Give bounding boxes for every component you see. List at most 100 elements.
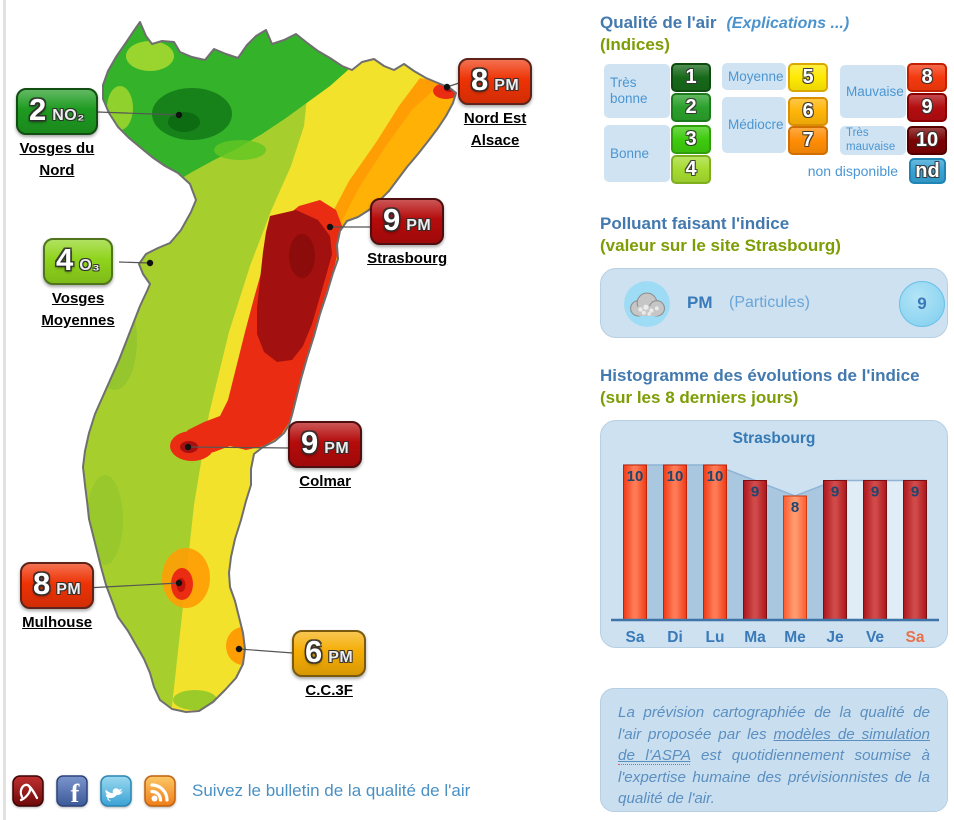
station-label-cc3f[interactable]: C.C.3F [305, 682, 353, 699]
station-label-mulhouse[interactable]: Mulhouse [22, 614, 93, 631]
pdf-icon[interactable] [12, 775, 44, 807]
station-pointer-lines [85, 82, 460, 654]
station-colmar: 9 PM Colmar [288, 421, 363, 490]
station-dot-vosges-moyennes [146, 259, 154, 267]
legend-label-6: non disponible [807, 163, 898, 180]
station-pollutant: PM [324, 440, 350, 457]
station-dot-vosges-du-nord [175, 111, 183, 119]
bar-Sa-10 [623, 464, 647, 621]
day-label-6: Ve [866, 629, 884, 646]
station-vosges-du-nord: 2 NO₂ Vosges du Nord [16, 88, 98, 179]
disclaimer-box: La prévision cartographiée de la qualité… [600, 688, 948, 812]
station-mulhouse: 8 PM Mulhouse [20, 562, 95, 631]
station-label-nord-est-alsace[interactable]: Nord Est Alsace [463, 110, 527, 149]
legend-label-2: Moyenne [722, 63, 786, 90]
explanations-link[interactable]: (Explications ...) [726, 15, 850, 32]
histogram-subheading: (sur les 8 derniers jours) [600, 388, 799, 407]
station-badge-nord-est-alsace[interactable]: 8 PM [458, 58, 533, 105]
bar-Ve-9 [863, 480, 887, 621]
day-label-4: Me [784, 629, 806, 646]
day-label-5: Je [826, 629, 844, 646]
bar-Sa-9 [903, 480, 927, 621]
station-label-vosges-moyennes[interactable]: Vosges Moyennes [41, 290, 115, 329]
index-history-chart: 10 10 10 9 8 9 9 9 Sa Di Lu Ma Me Je Ve Sa [611, 464, 939, 646]
legend-index-6: 6 [788, 97, 828, 126]
station-label-strasbourg[interactable]: Strasbourg [367, 250, 448, 267]
bar-value-label: 9 [871, 484, 879, 501]
day-label-1: Di [667, 629, 683, 646]
region-border [82, 21, 457, 713]
bar-value-label: 8 [791, 499, 799, 516]
legend-heading: Qualité de l'air (Explications ...) [600, 13, 849, 33]
legend-subtitle: (Indices) [600, 35, 670, 54]
station-badge-mulhouse[interactable]: 8 PM [20, 562, 95, 609]
twitter-icon[interactable] [100, 775, 132, 807]
station-pollutant: O₃ [79, 257, 101, 274]
legend-label-4: Mauvaise [840, 65, 906, 118]
pollutant-heading: Polluant faisant l'indice [600, 214, 790, 233]
legend-index-nd: nd [909, 158, 946, 184]
station-dot-strasbourg [326, 223, 334, 231]
station-index-value: 2 [29, 92, 47, 127]
legend-index-8: 8 [907, 63, 947, 92]
station-badge-vosges-moyennes[interactable]: 4 O₃ [43, 238, 114, 285]
bar-value-label: 10 [667, 468, 684, 485]
station-label-vosges-du-nord[interactable]: Vosges du Nord [19, 140, 95, 179]
legend-index-2: 2 [671, 93, 711, 122]
station-pollutant: PM [494, 77, 520, 94]
day-label-7: Sa [906, 629, 925, 646]
station-pollutant: PM [406, 217, 432, 234]
station-index-value: 6 [305, 634, 323, 669]
pollutant-code: PM [687, 293, 713, 312]
legend-index-1: 1 [671, 63, 711, 92]
station-label-colmar[interactable]: Colmar [299, 473, 351, 490]
bar-value-label: 9 [751, 484, 759, 501]
bar-Ma-9 [743, 480, 767, 621]
pollutant-name: (Particules) [729, 294, 810, 311]
bar-Di-10 [663, 464, 687, 621]
legend-label-5: Très mauvaise [840, 126, 906, 155]
bar-value-label: 10 [707, 468, 724, 485]
bar-value-label: 9 [831, 484, 839, 501]
station-pollutant: NO₂ [52, 107, 85, 124]
facebook-icon[interactable]: f [56, 775, 88, 807]
pointer-line-cc3f [238, 648, 294, 654]
aspa-link[interactable]: de l'ASPA [618, 747, 691, 766]
station-index-value: 8 [471, 62, 489, 97]
station-vosges-moyennes: 4 O₃ Vosges Moyennes [41, 238, 115, 329]
station-badge-cc3f[interactable]: 6 PM [292, 630, 367, 677]
day-label-0: Sa [626, 629, 645, 646]
particles-cloud-icon [624, 281, 670, 327]
legend-label-0: Très bonne [604, 64, 670, 118]
station-badge-vosges-du-nord[interactable]: 2 NO₂ [16, 88, 98, 135]
bar-Je-9 [823, 480, 847, 621]
station-cc3f: 6 PM C.C.3F [292, 630, 367, 699]
station-dot-colmar [184, 443, 192, 451]
histogram-heading: Histogramme des évolutions de l'indice [600, 366, 920, 385]
footer: f Suivez le bulletin de la qualité de l'… [12, 775, 470, 807]
rss-icon[interactable] [144, 775, 176, 807]
simulation-models-link[interactable]: modèles de simulation [773, 725, 931, 743]
disclaimer-text-after: est quotidiennement soumise à l'expertis… [618, 747, 930, 808]
station-index-value: 9 [301, 425, 319, 460]
station-dot-nord-est-alsace [443, 83, 451, 91]
station-dot-mulhouse [175, 579, 183, 587]
pollutant-index-value: 9 [899, 281, 945, 327]
station-badge-colmar[interactable]: 9 PM [288, 421, 363, 468]
legend-index-7: 7 [788, 126, 828, 155]
station-strasbourg: 9 PM Strasbourg [367, 198, 447, 267]
legend-index-10: 10 [907, 126, 947, 155]
day-label-3: Ma [744, 629, 766, 646]
bar-value-label: 10 [627, 468, 644, 485]
histogram-panel: Strasbourg 10 10 10 9 8 9 9 9 Sa Di Lu Ma Me Je Ve Sa [600, 420, 948, 648]
legend-label-3: Médiocre [722, 97, 786, 153]
legend-title: Qualité de l'air [600, 13, 717, 32]
footer-text: Suivez le bulletin de la qualité de l'ai… [192, 781, 471, 800]
station-nord-est-alsace: 8 PM Nord Est Alsace [458, 58, 533, 149]
page-edge-line [3, 0, 6, 820]
station-pollutant: PM [328, 649, 354, 666]
legend-index-9: 9 [907, 93, 947, 122]
station-badge-strasbourg[interactable]: 9 PM [370, 198, 445, 245]
index-trend-line [623, 464, 927, 497]
